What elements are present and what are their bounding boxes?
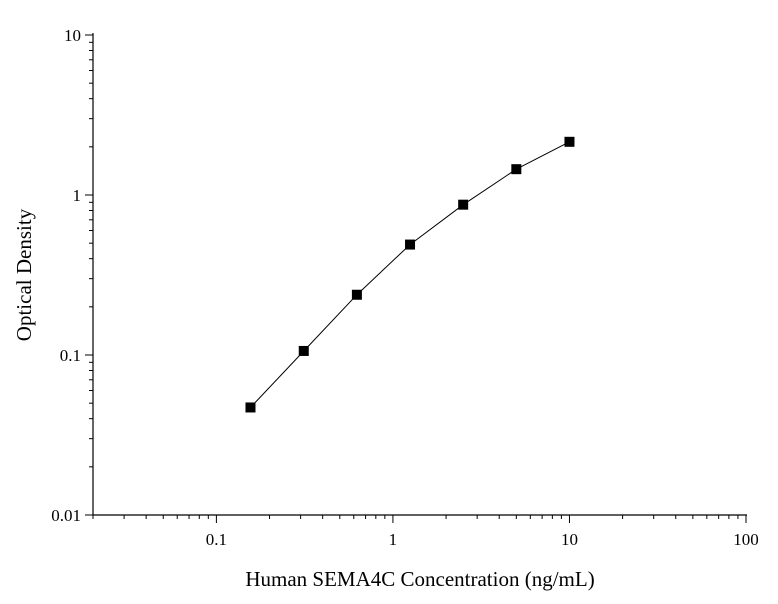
x-tick-label: 1: [389, 530, 398, 549]
data-point: [245, 402, 256, 413]
data-point: [351, 289, 362, 300]
data-point: [458, 199, 469, 210]
series-points-group: [245, 136, 575, 413]
data-point: [511, 164, 522, 175]
x-tick-label: 100: [733, 530, 759, 549]
data-point: [298, 345, 309, 356]
ticks: [85, 34, 747, 523]
x-tick-label: 0.1: [206, 530, 227, 549]
y-tick-label: 10: [64, 26, 81, 45]
y-tick-label: 0.01: [51, 506, 81, 525]
x-axis-title: Human SEMA4C Concentration (ng/mL): [245, 567, 594, 591]
y-tick-label: 1: [73, 186, 82, 205]
series-line: [250, 141, 570, 408]
axes: [92, 33, 747, 516]
y-tick-label: 0.1: [60, 346, 81, 365]
series-line-group: [250, 141, 570, 408]
y-axis-title: Optical Density: [12, 208, 36, 341]
tick-labels: 0.1 1 10 100 0.01 0.1 1 10: [51, 26, 759, 549]
x-tick-label: 10: [561, 530, 578, 549]
data-point: [405, 239, 416, 250]
data-point: [564, 136, 575, 147]
